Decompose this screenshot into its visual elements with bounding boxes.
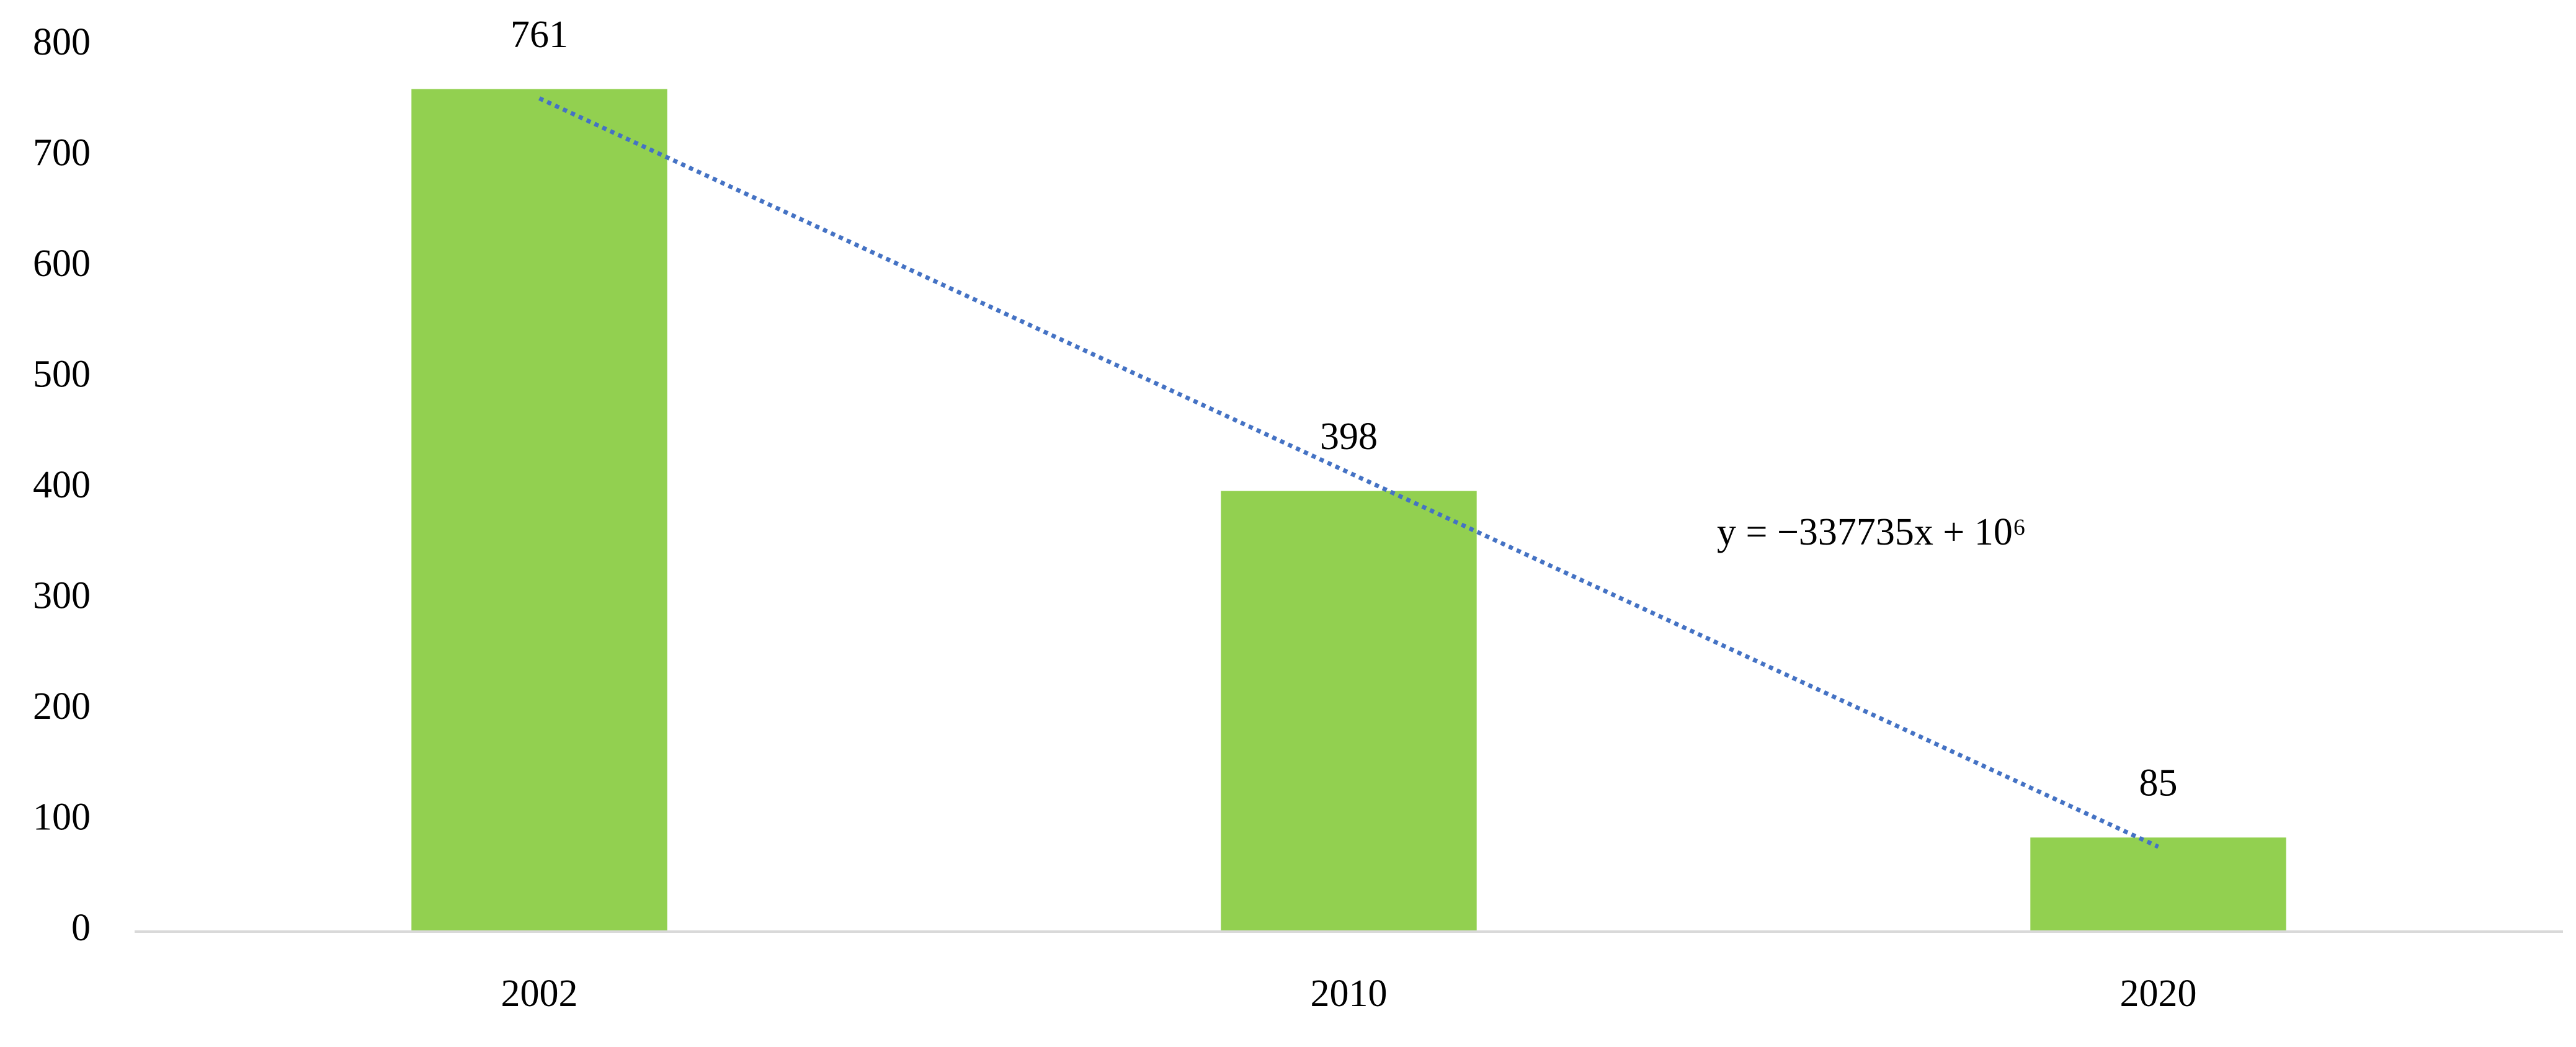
y-tick-label: 700 bbox=[33, 132, 91, 174]
y-tick-label: 0 bbox=[71, 907, 91, 949]
y-tick-label: 300 bbox=[33, 575, 91, 617]
value-label: 761 bbox=[510, 14, 568, 56]
y-tick-label: 800 bbox=[33, 21, 91, 63]
y-tick-label: 200 bbox=[33, 685, 91, 728]
bar bbox=[411, 89, 667, 932]
bar bbox=[1221, 491, 1477, 932]
trendline-equation: y = −337735x + 10⁶ bbox=[1717, 511, 2026, 553]
x-tick-label: 2020 bbox=[2120, 973, 2197, 1015]
x-tick-label: 2010 bbox=[1311, 973, 1388, 1015]
y-tick-label: 500 bbox=[33, 354, 91, 396]
trendline bbox=[538, 96, 2159, 849]
bar bbox=[2030, 837, 2286, 932]
x-tick-label: 2002 bbox=[501, 973, 578, 1015]
y-tick-label: 100 bbox=[33, 796, 91, 839]
y-tick-label: 600 bbox=[33, 243, 91, 285]
value-label: 398 bbox=[1320, 416, 1378, 458]
y-tick-label: 400 bbox=[33, 464, 91, 506]
value-label: 85 bbox=[2139, 762, 2178, 804]
